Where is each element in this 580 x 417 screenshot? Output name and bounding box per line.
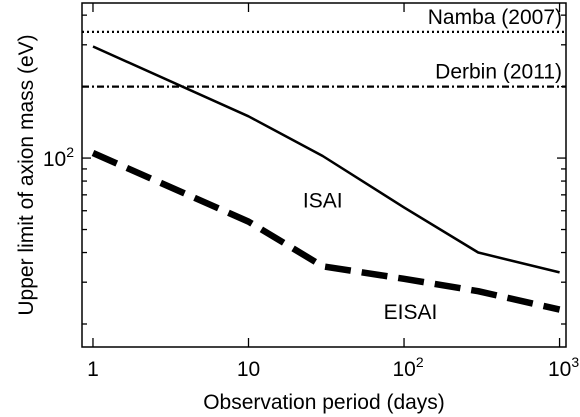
- series-label-eisai: EISAI: [384, 301, 438, 324]
- x-tick-label: 103: [548, 354, 579, 381]
- y-tick-label: 102: [43, 144, 74, 171]
- x-tick-label: 1: [87, 358, 99, 381]
- y-axis-label: Upper limit of axion mass (eV): [15, 34, 38, 315]
- x-tick-label: 102: [392, 354, 423, 381]
- plot-frame: [81, 2, 567, 348]
- x-axis-label: Observation period (days): [203, 391, 445, 414]
- series-line-isai: [92, 45, 560, 274]
- series-line-eisai: [91, 150, 561, 313]
- series-label-isai: ISAI: [303, 189, 343, 212]
- x-tick-label: 10: [237, 358, 260, 381]
- reference-line-label-1: Derbin (2011): [435, 61, 562, 84]
- reference-line-label-0: Namba (2007): [428, 6, 562, 29]
